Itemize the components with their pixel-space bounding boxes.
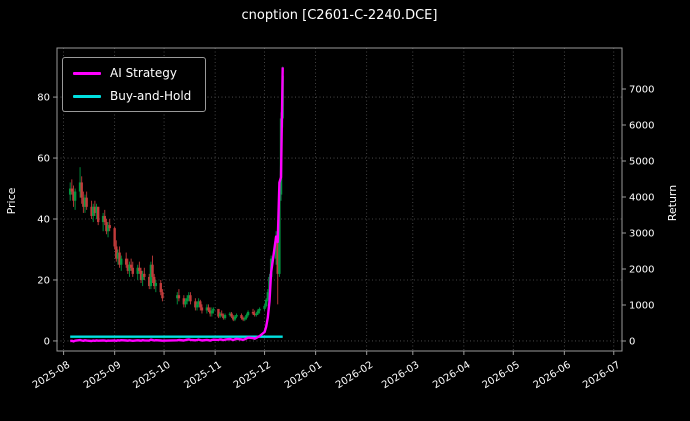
right-tick-label: 2000 — [629, 264, 654, 275]
left-tick-label: 40 — [37, 215, 50, 226]
left-tick-label: 0 — [44, 336, 50, 347]
plot-border — [56, 47, 623, 352]
right-tick-label: 4000 — [629, 192, 654, 203]
buy-and-hold-line-swatch — [73, 94, 101, 98]
gridlines — [57, 48, 622, 351]
left-tick-label: 20 — [37, 275, 50, 286]
right-tick-label: 5000 — [629, 156, 654, 167]
left-tick-label: 80 — [37, 93, 50, 104]
legend-label-ai-strategy: AI Strategy — [110, 66, 177, 80]
right-tick-label: 3000 — [629, 228, 654, 239]
left-tick-label: 60 — [37, 154, 50, 165]
right-tick-label: 7000 — [629, 85, 654, 96]
chart-title: cnoption [C2601-C-2240.DCE] — [241, 8, 438, 23]
ai-strategy-line-swatch — [73, 71, 101, 75]
left-axis-label: Price — [5, 187, 18, 215]
right-axis-label: Return — [666, 184, 679, 222]
legend-item-ai-strategy: AI Strategy — [73, 66, 191, 80]
right-tick-label: 1000 — [629, 300, 654, 311]
right-tick-label: 6000 — [629, 121, 654, 132]
ai-strategy-line — [70, 67, 284, 343]
legend: AI Strategy Buy-and-Hold — [62, 57, 207, 112]
legend-item-buy-and-hold: Buy-and-Hold — [73, 89, 191, 103]
legend-label-buy-and-hold: Buy-and-Hold — [110, 89, 192, 103]
right-tick-label: 0 — [629, 336, 635, 347]
